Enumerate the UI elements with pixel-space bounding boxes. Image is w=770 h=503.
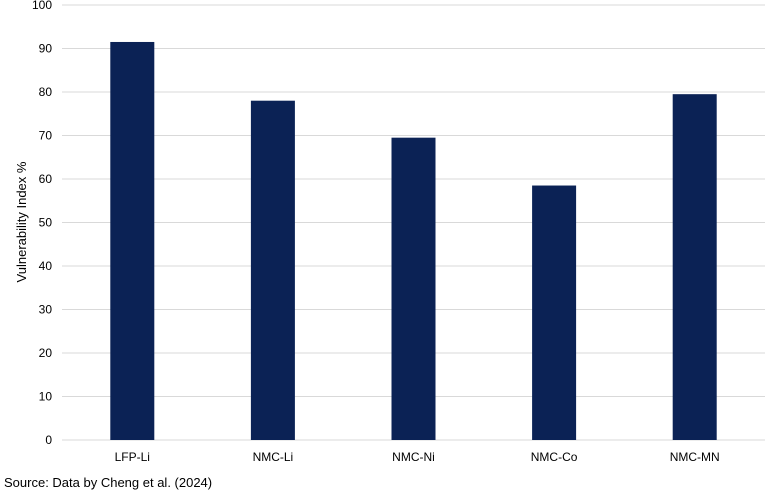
y-axis-title: Vulnerability Index % bbox=[14, 161, 29, 282]
y-tick-label: 40 bbox=[39, 259, 53, 273]
bar-nmc-li bbox=[250, 100, 295, 440]
y-tick-label: 30 bbox=[39, 303, 53, 317]
y-tick-label: 10 bbox=[39, 390, 53, 404]
y-tick-label: 20 bbox=[39, 346, 53, 360]
bar-nmc-ni bbox=[391, 137, 436, 441]
bars bbox=[110, 41, 717, 441]
y-tick-label: 70 bbox=[39, 129, 53, 143]
y-tick-label: 100 bbox=[32, 0, 52, 12]
bar-lfp-li bbox=[110, 41, 155, 440]
y-tick-label: 50 bbox=[39, 216, 53, 230]
y-tick-label: 90 bbox=[39, 42, 53, 56]
x-tick-label: NMC-Ni bbox=[392, 450, 435, 464]
x-tick-label: NMC-Li bbox=[253, 450, 294, 464]
y-tick-label: 60 bbox=[39, 172, 53, 186]
y-tick-label: 80 bbox=[39, 85, 53, 99]
x-tick-label: LFP-Li bbox=[115, 450, 150, 464]
bar-nmc-co bbox=[532, 185, 577, 440]
source-note: Source: Data by Cheng et al. (2024) bbox=[4, 475, 213, 490]
y-tick-labels: 0 10 20 30 40 50 60 70 80 90 100 bbox=[32, 0, 52, 447]
x-tick-label: NMC-MN bbox=[670, 450, 720, 464]
y-tick-label: 0 bbox=[45, 433, 52, 447]
x-tick-label: NMC-Co bbox=[531, 450, 578, 464]
x-tick-labels: LFP-Li NMC-Li NMC-Ni NMC-Co NMC-MN bbox=[115, 450, 720, 464]
bar-nmc-mn bbox=[672, 94, 717, 441]
